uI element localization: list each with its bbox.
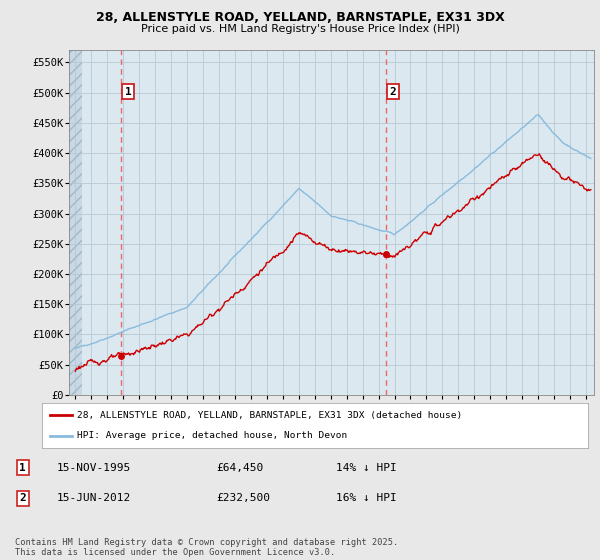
Text: 2: 2 — [19, 493, 26, 503]
Text: 15-JUN-2012: 15-JUN-2012 — [57, 493, 131, 503]
Text: £64,450: £64,450 — [216, 463, 263, 473]
Text: £232,500: £232,500 — [216, 493, 270, 503]
Text: 2: 2 — [390, 87, 397, 96]
Text: 1: 1 — [19, 463, 26, 473]
Text: 14% ↓ HPI: 14% ↓ HPI — [336, 463, 397, 473]
Text: Contains HM Land Registry data © Crown copyright and database right 2025.
This d: Contains HM Land Registry data © Crown c… — [15, 538, 398, 557]
Bar — [69, 50, 82, 395]
Text: Price paid vs. HM Land Registry's House Price Index (HPI): Price paid vs. HM Land Registry's House … — [140, 24, 460, 34]
Text: HPI: Average price, detached house, North Devon: HPI: Average price, detached house, Nort… — [77, 431, 348, 440]
Text: 15-NOV-1995: 15-NOV-1995 — [57, 463, 131, 473]
Text: 1: 1 — [125, 87, 131, 96]
Text: 28, ALLENSTYLE ROAD, YELLAND, BARNSTAPLE, EX31 3DX (detached house): 28, ALLENSTYLE ROAD, YELLAND, BARNSTAPLE… — [77, 411, 463, 420]
Text: 16% ↓ HPI: 16% ↓ HPI — [336, 493, 397, 503]
Text: 28, ALLENSTYLE ROAD, YELLAND, BARNSTAPLE, EX31 3DX: 28, ALLENSTYLE ROAD, YELLAND, BARNSTAPLE… — [95, 11, 505, 24]
